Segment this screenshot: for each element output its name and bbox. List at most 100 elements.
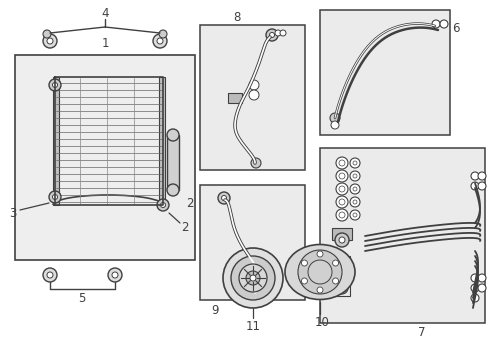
Circle shape: [157, 38, 163, 44]
Circle shape: [334, 256, 348, 270]
Circle shape: [47, 38, 53, 44]
Bar: [319, 148, 484, 323]
Text: 9: 9: [211, 303, 218, 316]
Text: 6: 6: [451, 22, 459, 35]
Circle shape: [280, 30, 285, 36]
Circle shape: [223, 248, 283, 308]
Circle shape: [335, 282, 347, 294]
Circle shape: [167, 129, 179, 141]
Circle shape: [338, 173, 345, 179]
Circle shape: [269, 32, 274, 37]
Circle shape: [477, 182, 485, 190]
Circle shape: [49, 191, 61, 203]
Circle shape: [47, 272, 53, 278]
Circle shape: [248, 90, 259, 100]
Circle shape: [301, 260, 307, 266]
Circle shape: [332, 278, 338, 284]
Circle shape: [470, 274, 478, 282]
Circle shape: [352, 187, 356, 191]
Circle shape: [338, 237, 345, 243]
Circle shape: [307, 260, 331, 284]
Circle shape: [316, 287, 323, 293]
Circle shape: [250, 260, 261, 270]
Circle shape: [159, 30, 167, 38]
Circle shape: [470, 182, 478, 190]
Circle shape: [477, 284, 485, 292]
Circle shape: [297, 250, 341, 294]
Circle shape: [470, 172, 478, 180]
Circle shape: [43, 30, 51, 38]
Circle shape: [334, 233, 348, 247]
Circle shape: [249, 275, 256, 281]
Circle shape: [335, 183, 347, 195]
Circle shape: [52, 194, 58, 199]
Circle shape: [338, 199, 345, 205]
Circle shape: [43, 268, 57, 282]
Circle shape: [352, 161, 356, 165]
Circle shape: [112, 272, 118, 278]
Circle shape: [332, 260, 338, 266]
Text: 1: 1: [101, 36, 108, 50]
Circle shape: [470, 294, 478, 302]
Bar: [53, 77, 59, 205]
Text: 3: 3: [9, 207, 17, 220]
Circle shape: [477, 172, 485, 180]
Circle shape: [248, 80, 259, 90]
Circle shape: [218, 192, 229, 204]
Circle shape: [439, 20, 447, 28]
Circle shape: [431, 20, 439, 28]
Circle shape: [249, 288, 260, 298]
Ellipse shape: [285, 244, 354, 300]
Text: 2: 2: [186, 197, 193, 210]
Circle shape: [338, 212, 345, 218]
Circle shape: [316, 251, 323, 257]
Circle shape: [265, 29, 278, 41]
Circle shape: [52, 82, 58, 87]
Circle shape: [349, 184, 359, 194]
Bar: [319, 10, 449, 135]
Bar: [200, 185, 305, 300]
Text: 11: 11: [245, 320, 260, 333]
Circle shape: [250, 270, 261, 280]
Circle shape: [330, 121, 338, 129]
Text: 10: 10: [314, 316, 329, 329]
Circle shape: [338, 186, 345, 192]
Circle shape: [349, 197, 359, 207]
Circle shape: [335, 170, 347, 182]
Circle shape: [349, 210, 359, 220]
Circle shape: [153, 34, 167, 48]
Circle shape: [329, 113, 339, 123]
Bar: [167, 135, 179, 190]
Circle shape: [239, 264, 266, 292]
Circle shape: [352, 200, 356, 204]
Bar: [227, 93, 242, 103]
Circle shape: [352, 174, 356, 178]
Text: 8: 8: [233, 10, 240, 23]
Circle shape: [245, 271, 260, 285]
Circle shape: [160, 202, 165, 207]
Bar: [200, 25, 305, 170]
Circle shape: [335, 157, 347, 169]
Bar: [159, 77, 164, 205]
Circle shape: [338, 160, 345, 166]
Circle shape: [349, 158, 359, 168]
Circle shape: [470, 284, 478, 292]
Text: 2: 2: [181, 220, 188, 234]
Circle shape: [349, 171, 359, 181]
Circle shape: [230, 256, 274, 300]
Circle shape: [43, 34, 57, 48]
Circle shape: [157, 199, 169, 211]
Circle shape: [477, 274, 485, 282]
Text: 4: 4: [101, 6, 108, 19]
Circle shape: [250, 158, 261, 168]
Bar: [331, 256, 349, 296]
Text: 7: 7: [417, 327, 425, 339]
Circle shape: [335, 267, 347, 279]
Circle shape: [301, 278, 307, 284]
Circle shape: [167, 184, 179, 196]
Bar: [15, 55, 195, 260]
Circle shape: [221, 195, 226, 201]
Circle shape: [352, 213, 356, 217]
Bar: [331, 228, 351, 240]
Circle shape: [274, 30, 281, 36]
